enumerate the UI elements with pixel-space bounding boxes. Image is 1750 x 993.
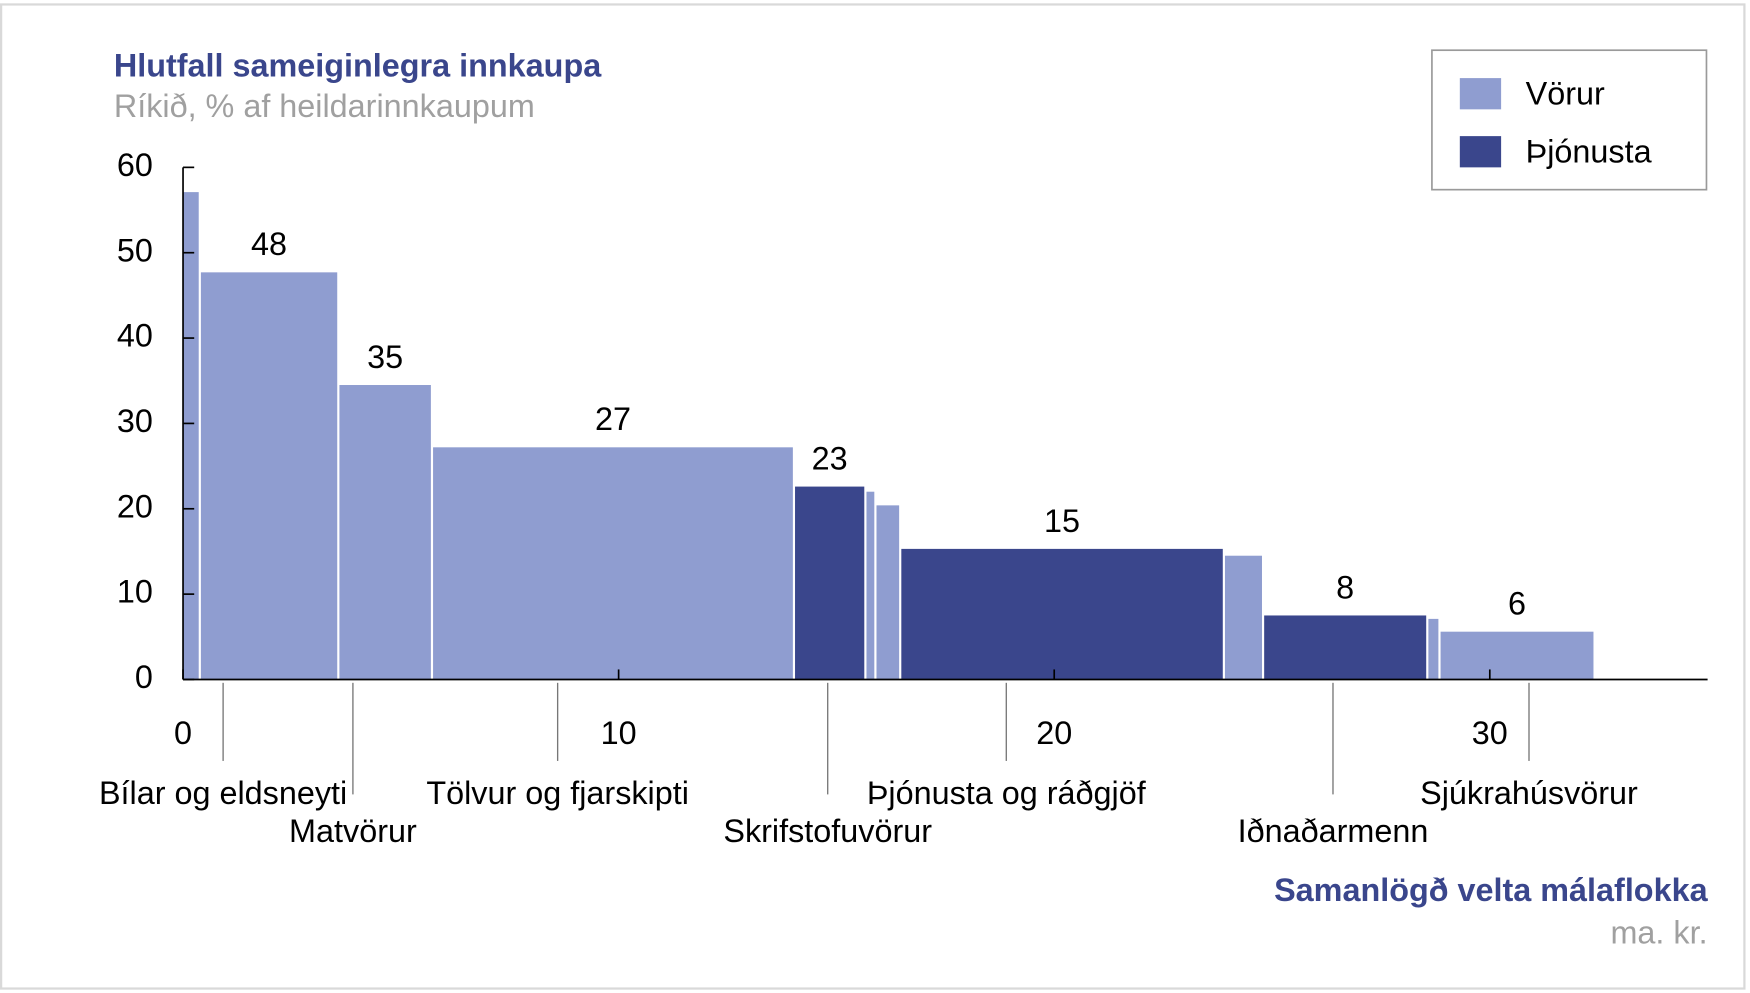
bar <box>876 505 900 680</box>
bar <box>866 491 875 680</box>
bar <box>1264 615 1427 680</box>
category-label: Þjónusta og ráðgjöf <box>867 775 1147 811</box>
x-tick-label: 10 <box>601 715 637 751</box>
category-label: Bílar og eldsneyti <box>99 775 347 811</box>
legend-label: Þjónusta <box>1526 134 1652 170</box>
data-label: 23 <box>812 440 848 476</box>
y-tick-label: 60 <box>117 147 153 183</box>
x-axis-unit: ma. kr. <box>1610 915 1707 951</box>
legend-swatch <box>1459 78 1502 110</box>
y-tick-label: 50 <box>117 232 153 268</box>
chart-title: Hlutfall sameiginlegra innkaupa <box>114 48 602 84</box>
y-tick-label: 20 <box>117 488 153 524</box>
bar <box>339 385 431 680</box>
bar <box>183 192 199 680</box>
bar <box>1428 618 1439 680</box>
bar <box>433 447 793 680</box>
y-tick-label: 0 <box>135 659 153 695</box>
category-label: Matvörur <box>289 813 417 849</box>
category-label: Iðnaðarmenn <box>1238 813 1429 849</box>
x-tick-label: 20 <box>1036 715 1072 751</box>
data-label: 48 <box>251 226 287 262</box>
x-axis-label: Samanlögð velta málaflokka <box>1274 872 1708 908</box>
chart-subtitle: Ríkið, % af heildarinnkaupum <box>114 88 535 124</box>
category-label: Skrifstofuvörur <box>723 813 932 849</box>
data-label: 35 <box>367 339 403 375</box>
data-label: 6 <box>1508 586 1526 622</box>
legend-label: Vörur <box>1526 76 1605 112</box>
bar <box>1440 631 1594 680</box>
x-tick-label: 30 <box>1472 715 1508 751</box>
frame <box>0 3 1746 990</box>
category-label: Tölvur og fjarskipti <box>426 775 689 811</box>
y-tick-label: 30 <box>117 403 153 439</box>
data-label: 15 <box>1044 503 1080 539</box>
bar <box>795 486 865 680</box>
data-label: 8 <box>1336 569 1354 605</box>
x-tick-label: 0 <box>174 715 192 751</box>
bar <box>200 272 338 680</box>
data-label: 27 <box>595 401 631 437</box>
y-tick-label: 10 <box>117 574 153 610</box>
y-tick-label: 40 <box>117 318 153 354</box>
category-label: Sjúkrahúsvörur <box>1420 775 1638 811</box>
bar <box>1224 555 1262 680</box>
bar <box>901 548 1223 680</box>
legend-swatch <box>1459 136 1502 168</box>
